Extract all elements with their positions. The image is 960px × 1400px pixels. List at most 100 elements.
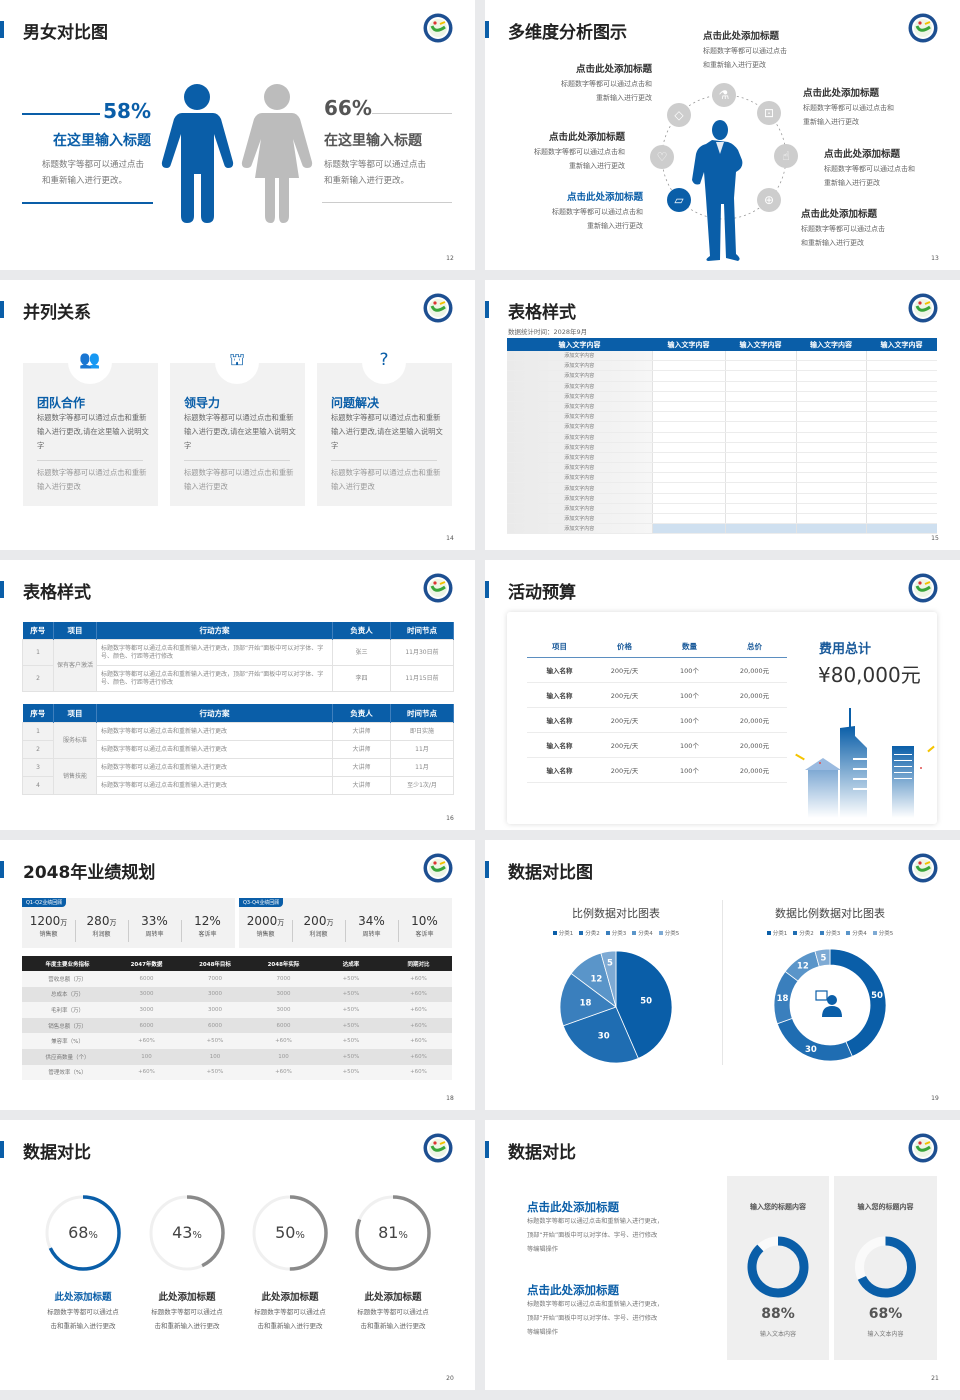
empty-cell[interactable] bbox=[724, 351, 796, 362]
empty-cell[interactable] bbox=[865, 360, 937, 372]
empty-cell[interactable] bbox=[865, 482, 937, 494]
empty-cell[interactable] bbox=[724, 421, 796, 433]
empty-cell[interactable] bbox=[651, 370, 725, 382]
empty-cell[interactable] bbox=[724, 411, 796, 423]
empty-cell[interactable] bbox=[724, 482, 796, 494]
legend-item[interactable]: 分类1 bbox=[766, 931, 787, 937]
empty-cell[interactable] bbox=[724, 401, 796, 413]
empty-cell[interactable] bbox=[651, 472, 725, 484]
empty-cell[interactable] bbox=[724, 391, 796, 402]
empty-cell[interactable] bbox=[865, 370, 937, 382]
empty-cell[interactable] bbox=[724, 472, 796, 484]
empty-cell[interactable] bbox=[651, 411, 725, 423]
empty-cell[interactable] bbox=[865, 381, 937, 392]
heart-icon[interactable]: ♡ bbox=[650, 145, 674, 169]
empty-cell[interactable] bbox=[724, 462, 796, 474]
card-subtext: 标题数字等都可以通过点击和重新输入进行更改 bbox=[331, 468, 441, 491]
empty-cell[interactable] bbox=[865, 442, 937, 453]
empty-cell[interactable] bbox=[724, 370, 796, 382]
empty-cell[interactable] bbox=[651, 421, 725, 433]
legend-item[interactable]: 分类2 bbox=[793, 931, 814, 937]
empty-cell[interactable] bbox=[724, 381, 796, 392]
empty-cell[interactable] bbox=[795, 360, 866, 372]
empty-cell[interactable] bbox=[795, 381, 866, 392]
empty-cell[interactable] bbox=[795, 503, 866, 515]
empty-cell[interactable] bbox=[865, 503, 937, 515]
empty-cell[interactable] bbox=[724, 523, 796, 535]
empty-cell[interactable] bbox=[651, 523, 725, 535]
empty-cell[interactable] bbox=[651, 442, 725, 453]
empty-cell[interactable] bbox=[795, 442, 866, 453]
legend-item[interactable]: 分类4 bbox=[632, 931, 653, 937]
empty-cell[interactable] bbox=[865, 401, 937, 413]
lock-icon[interactable]: ⊡ bbox=[757, 101, 781, 125]
legend-item[interactable]: 分类5 bbox=[658, 931, 679, 937]
empty-cell[interactable] bbox=[651, 493, 725, 504]
slide-16-action-plan-tables[interactable]: 表格样式 16 序号 项目 行动方案 负责人 时间节点 1 保有客户激活 标题数字等都可以通过… bbox=[0, 560, 475, 830]
slide-12-gender-comparison[interactable]: 男女对比图 58% 在这里输入标题 标题数字等都可以通过点击 和重新输入进行更改。… bbox=[0, 0, 475, 270]
empty-cell[interactable] bbox=[795, 370, 866, 382]
slide-21-donut-cards[interactable]: 数据对比 21 点击此处添加标题 标题数字等都可以通过点击和重新输入进行更改， 顶部… bbox=[485, 1120, 960, 1390]
empty-cell[interactable] bbox=[724, 432, 796, 443]
slide-19-data-comparison-charts[interactable]: 数据对比图 19 比例数据对比图表 分类1 分类2 分类3 分类4 分类5 50 30 18 12… bbox=[485, 840, 960, 1110]
empty-cell[interactable] bbox=[651, 513, 725, 525]
graduation-cap-icon[interactable]: ▱ bbox=[667, 188, 691, 212]
empty-cell[interactable] bbox=[865, 513, 937, 525]
empty-cell[interactable] bbox=[651, 381, 725, 392]
empty-cell[interactable] bbox=[724, 360, 796, 372]
empty-cell[interactable] bbox=[795, 452, 866, 464]
empty-cell[interactable] bbox=[865, 523, 937, 535]
empty-cell[interactable] bbox=[865, 411, 937, 423]
empty-cell[interactable] bbox=[795, 523, 866, 535]
legend-item[interactable]: 分类3 bbox=[819, 931, 840, 937]
slide-20-ring-comparison[interactable]: 数据对比 20 68% 此处添加标题 标题数字等都可以通过点 击和重新输入进行更改 43… bbox=[0, 1120, 475, 1390]
thumbs-up-icon[interactable]: ☝ bbox=[774, 144, 798, 168]
slide-15-table-style[interactable]: 表格样式 数据统计时间：2028年9月 15 输入文字内容 输入文字内容 输入文字内… bbox=[485, 280, 960, 550]
empty-cell[interactable] bbox=[651, 401, 725, 413]
empty-cell[interactable] bbox=[865, 462, 937, 474]
flask-icon[interactable]: ⚗ bbox=[712, 83, 736, 107]
empty-cell[interactable] bbox=[724, 503, 796, 515]
empty-cell[interactable] bbox=[795, 493, 866, 504]
empty-cell[interactable] bbox=[795, 411, 866, 423]
empty-cell[interactable] bbox=[651, 360, 725, 372]
slide-17-activity-budget[interactable]: 活动预算 费用总计 ¥80,000元 项目 价格 数量 总价 输入名称 200元/天 100… bbox=[485, 560, 960, 830]
empty-cell[interactable] bbox=[865, 391, 937, 402]
empty-cell[interactable] bbox=[795, 432, 866, 443]
diamond-icon[interactable]: ◇ bbox=[667, 103, 691, 127]
empty-cell[interactable] bbox=[651, 351, 725, 362]
legend-item[interactable]: 分类1 bbox=[552, 931, 573, 937]
empty-cell[interactable] bbox=[865, 493, 937, 504]
empty-cell[interactable] bbox=[724, 452, 796, 464]
empty-cell[interactable] bbox=[865, 432, 937, 443]
empty-cell[interactable] bbox=[795, 351, 866, 362]
empty-cell[interactable] bbox=[795, 421, 866, 433]
empty-cell[interactable] bbox=[795, 401, 866, 413]
empty-cell[interactable] bbox=[651, 432, 725, 443]
legend-item[interactable]: 分类4 bbox=[846, 931, 867, 937]
empty-cell[interactable] bbox=[651, 503, 725, 515]
empty-cell[interactable] bbox=[795, 513, 866, 525]
empty-cell[interactable] bbox=[651, 452, 725, 464]
empty-cell[interactable] bbox=[865, 472, 937, 484]
empty-cell[interactable] bbox=[724, 442, 796, 453]
empty-cell[interactable] bbox=[795, 482, 866, 494]
empty-cell[interactable] bbox=[724, 493, 796, 504]
slide-13-multidimensional-analysis[interactable]: 多维度分析图示 13 ⚗ ⊡ ☝ ⊕ ▱ ♡ ◇ 点击此处添加标题 标题数字等都可以通过点击 和重… bbox=[485, 0, 960, 270]
empty-cell[interactable] bbox=[795, 391, 866, 402]
empty-cell[interactable] bbox=[724, 513, 796, 525]
slide-14-parallel-relations[interactable]: 并列关系 14 👥 团队合作 标题数字等都可以通过点击和重新输入进行更改,请在这里输… bbox=[0, 280, 475, 550]
legend-item[interactable]: 分类2 bbox=[579, 931, 600, 937]
globe-icon[interactable]: ⊕ bbox=[757, 188, 781, 212]
empty-cell[interactable] bbox=[865, 351, 937, 362]
legend-item[interactable]: 分类3 bbox=[605, 931, 626, 937]
empty-cell[interactable] bbox=[651, 482, 725, 494]
slide-18-performance-plan[interactable]: 2048年业绩规划 18 Q1-Q2业绩回顾 1200万 销售额 280万 利润额 33%… bbox=[0, 840, 475, 1110]
empty-cell[interactable] bbox=[865, 452, 937, 464]
legend-item[interactable]: 分类5 bbox=[872, 931, 893, 937]
empty-cell[interactable] bbox=[865, 421, 937, 433]
empty-cell[interactable] bbox=[795, 472, 866, 484]
empty-cell[interactable] bbox=[651, 462, 725, 474]
empty-cell[interactable] bbox=[651, 391, 725, 402]
empty-cell[interactable] bbox=[795, 462, 866, 474]
